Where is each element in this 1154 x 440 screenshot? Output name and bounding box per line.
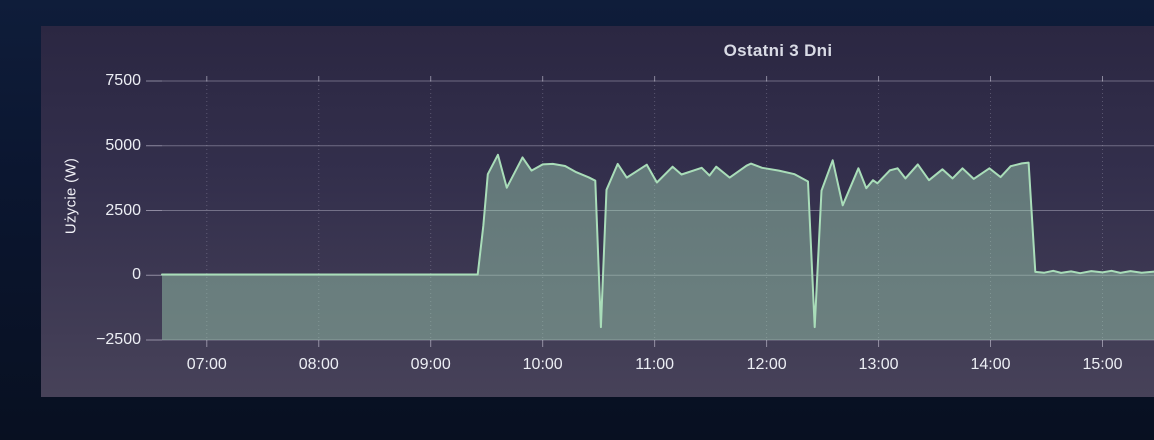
y-tick-label: 5000 xyxy=(105,136,141,154)
y-tick-label: 2500 xyxy=(105,201,141,219)
area-fill[interactable] xyxy=(162,154,1154,340)
x-tick-label: 08:00 xyxy=(298,356,339,373)
area-line[interactable] xyxy=(161,153,1154,329)
x-tick-label: 15:00 xyxy=(1082,356,1123,373)
y-tick-label: 0 xyxy=(132,266,141,284)
y-tick-label: 7500 xyxy=(105,72,141,89)
x-tick-label: 11:00 xyxy=(635,356,675,373)
x-tick-label: 13:00 xyxy=(858,356,899,373)
chart-title: Ostatni 3 Dni xyxy=(723,41,833,60)
x-tick-label: 09:00 xyxy=(410,356,451,373)
x-tick-label: 12:00 xyxy=(746,356,787,373)
x-tick-label: 14:00 xyxy=(970,356,1011,373)
x-tick-label: 07:00 xyxy=(186,356,227,373)
x-tick-label: 10:00 xyxy=(522,356,563,373)
chart-panel xyxy=(41,26,1154,397)
y-axis-label: Użycie (W) xyxy=(62,157,80,235)
y-tick-label: −2500 xyxy=(96,331,141,348)
